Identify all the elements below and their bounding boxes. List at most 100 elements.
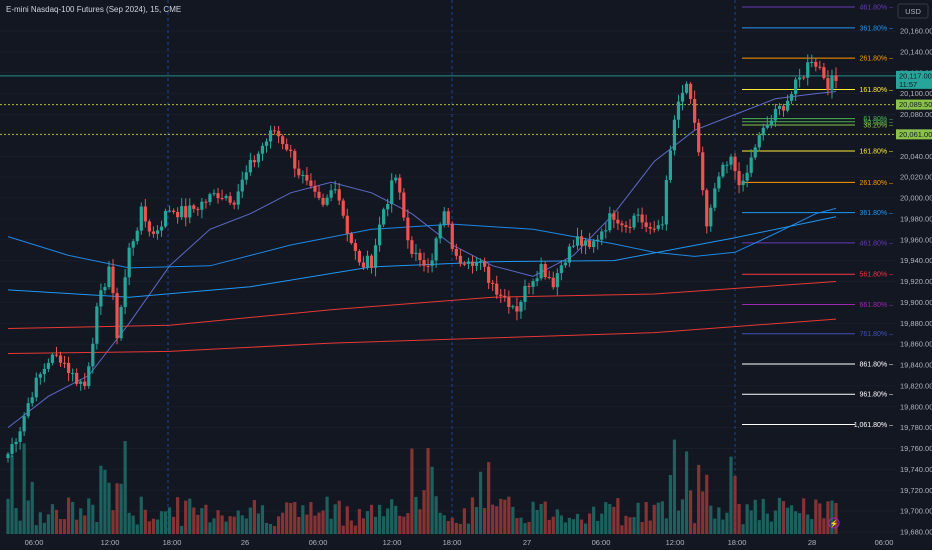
volume-bar [394, 505, 398, 534]
time-tick-label: 18:00 [728, 538, 747, 547]
volume-bar [426, 448, 430, 534]
candle-body [628, 226, 632, 228]
volume-bar [454, 522, 458, 534]
currency-button[interactable] [897, 3, 929, 19]
volume-bar [604, 502, 608, 534]
volume-bar [624, 515, 628, 534]
candle-body [636, 214, 640, 216]
fib-extension[interactable]: 461.80% – 361.80% – 261.80% – 161.80% – 61.8… [742, 4, 893, 429]
volume-bar [58, 519, 63, 534]
volume-bar [450, 517, 454, 534]
volume-bar [357, 509, 361, 534]
candle-body [474, 261, 479, 266]
candle-body [18, 431, 22, 442]
volume-bar [434, 496, 438, 534]
candle-body [604, 230, 608, 232]
volume-bar [709, 505, 713, 534]
volume-bar [539, 504, 543, 534]
candle-body [377, 224, 382, 246]
volume-bar [75, 519, 79, 534]
price-tick-label: 20,160.00 [900, 27, 932, 36]
candle-body [478, 261, 483, 263]
candle-body [705, 190, 709, 227]
volume-bar [680, 499, 685, 534]
candle-body [204, 201, 208, 203]
candle-body [42, 368, 46, 375]
volume-bar [563, 522, 567, 534]
candle-body [652, 228, 656, 230]
volume-bar [761, 498, 765, 534]
volume-bar [652, 504, 656, 534]
volume-bar [135, 524, 139, 534]
price-tick-label: 20,100.00 [900, 89, 932, 98]
time-axis-ticks: 06:00 12:00 18:00 26 06:00 12:00 18:00 27 06:00 1… [25, 538, 894, 547]
volume-bar [822, 518, 826, 534]
volume-bar [62, 519, 67, 534]
candle-body [535, 278, 539, 282]
candle-body [260, 145, 265, 154]
candle-body [470, 261, 475, 266]
moving-average-line [7, 207, 837, 269]
candle-body [107, 266, 111, 288]
candle-body [794, 79, 798, 95]
volume-bar [745, 504, 749, 534]
candle-body [386, 203, 390, 210]
candle-body [163, 210, 168, 227]
price-tick-label: 19,800.00 [900, 402, 932, 411]
price-tick-label: 20,140.00 [900, 47, 932, 56]
volume-bar [551, 516, 555, 534]
candle-body [196, 208, 200, 210]
volume-bar [567, 517, 572, 534]
volume-bar [329, 518, 333, 534]
candle-body [192, 205, 196, 209]
volume-bar [781, 501, 786, 534]
volume-bar [373, 516, 378, 534]
candle-body [50, 354, 55, 363]
candle-body [426, 265, 430, 267]
candle-body [305, 174, 309, 181]
day-separators [167, 0, 736, 534]
volume-bar [361, 518, 366, 534]
volume-bar [693, 523, 697, 534]
volume-bar [317, 512, 321, 534]
moving-average-line [7, 216, 837, 298]
price-axis[interactable] [896, 0, 932, 550]
candle-body [329, 190, 333, 198]
volume-bar [515, 518, 519, 534]
volume-bar [438, 512, 442, 534]
volume-bar [345, 506, 349, 534]
candle-body [765, 124, 769, 128]
volume-bar [616, 498, 620, 534]
candle-body [30, 397, 34, 404]
candle-body [244, 172, 248, 180]
volume-bar [325, 496, 329, 534]
volume-bar [337, 500, 341, 534]
candle-body [123, 277, 127, 308]
candle-body [83, 381, 87, 387]
candle-body [361, 262, 366, 268]
candle-body [34, 377, 38, 398]
volume-bar [495, 506, 499, 534]
candle-body [115, 293, 119, 339]
candle-body [91, 343, 95, 367]
fib-level-label: 361.80% – [860, 210, 894, 217]
price-tick-label: 19,720.00 [900, 486, 932, 495]
candle-body [313, 185, 317, 192]
event-markers[interactable]: ⚡ [828, 517, 840, 529]
candle-body [620, 223, 624, 226]
candle-body [571, 245, 576, 247]
candle-body [79, 381, 83, 384]
volume-bar [30, 481, 34, 534]
candle-body [575, 236, 580, 246]
volume-bar [42, 522, 46, 534]
candle-body [458, 255, 462, 264]
candle-body [240, 179, 244, 192]
volume-bar [390, 499, 394, 534]
volume-bar [422, 490, 426, 534]
volume-bar [430, 466, 434, 534]
symbol-title: E-mini Nasdaq-100 Futures (Sep 2024), 15… [6, 5, 182, 14]
volume-bar [26, 500, 30, 534]
volume-bar [620, 525, 624, 534]
